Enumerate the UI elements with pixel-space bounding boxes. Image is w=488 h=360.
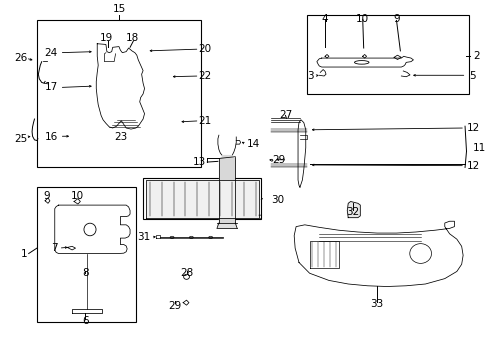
Text: 29: 29 (272, 155, 285, 165)
Text: 9: 9 (43, 191, 50, 201)
Text: 1: 1 (20, 248, 27, 258)
Text: 3: 3 (306, 71, 313, 81)
Text: 25: 25 (14, 134, 27, 144)
Text: 10: 10 (355, 14, 368, 24)
Text: 6: 6 (81, 316, 88, 325)
Text: 22: 22 (198, 71, 211, 81)
Text: 30: 30 (270, 195, 284, 205)
Text: 2: 2 (472, 51, 478, 61)
Text: 4: 4 (321, 14, 328, 24)
Text: 5: 5 (468, 71, 474, 81)
Text: 20: 20 (198, 44, 211, 54)
Text: 16: 16 (44, 132, 58, 142)
Text: 21: 21 (198, 116, 211, 126)
Text: 11: 11 (472, 143, 485, 153)
Text: 19: 19 (100, 33, 113, 43)
Text: 31: 31 (137, 232, 150, 242)
Polygon shape (217, 223, 237, 228)
Bar (37, 21, 201, 167)
Text: 17: 17 (44, 82, 58, 92)
Bar (306, 15, 468, 94)
Text: 10: 10 (70, 191, 83, 201)
Text: 28: 28 (180, 268, 193, 278)
Text: 29: 29 (167, 301, 181, 311)
Text: 12: 12 (466, 161, 479, 171)
Text: 9: 9 (392, 14, 399, 24)
Polygon shape (146, 180, 259, 218)
Bar (37, 187, 136, 321)
Text: 8: 8 (81, 268, 88, 278)
Text: 15: 15 (112, 4, 125, 14)
Bar (143, 178, 261, 220)
Text: 7: 7 (51, 243, 58, 253)
Text: 32: 32 (346, 207, 359, 217)
Text: 13: 13 (192, 157, 205, 167)
Text: 12: 12 (466, 123, 479, 133)
Text: 26: 26 (14, 53, 27, 63)
Text: 18: 18 (125, 33, 139, 43)
Polygon shape (219, 155, 235, 223)
Polygon shape (346, 202, 360, 218)
Text: 14: 14 (246, 139, 260, 149)
Text: 24: 24 (44, 48, 58, 58)
Text: 27: 27 (278, 111, 291, 121)
Text: 23: 23 (114, 132, 127, 142)
Text: 33: 33 (370, 299, 383, 309)
